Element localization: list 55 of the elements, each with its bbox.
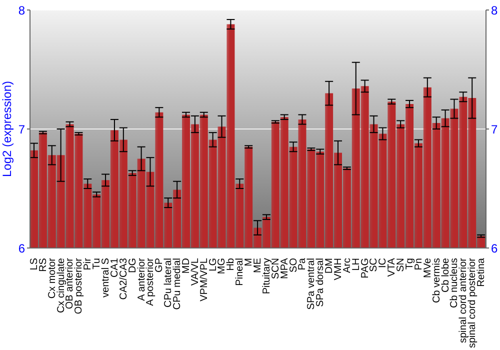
x-tick-label: A anterior — [136, 257, 148, 301]
x-tick-label: spinal cord anterior — [458, 257, 470, 344]
x-tick-label: LS — [28, 258, 40, 270]
x-tick-label: CPu medial — [172, 258, 184, 310]
x-tick-label: Tg — [404, 258, 416, 270]
x-tick-label: CA1 — [109, 258, 120, 278]
x-tick-label: Cx motor — [46, 257, 58, 299]
y-tick-label: 7 — [18, 122, 26, 136]
x-tick-label: VA/VL — [190, 258, 201, 286]
x-tick-label: LH — [350, 258, 362, 271]
x-tick-label: Retina — [476, 258, 488, 287]
x-tick-label: Cb nucleus — [449, 258, 460, 308]
x-tick-label: VTA — [386, 258, 398, 277]
x-tick-label: SO — [288, 258, 300, 272]
x-tick-label: LG — [208, 258, 219, 272]
x-tick-label: Pa — [297, 258, 308, 270]
x-tick-label: Pn — [413, 258, 424, 270]
x-tick-label: Pir — [82, 257, 94, 270]
x-tick-label: Pineal — [234, 258, 246, 286]
y-tick-label: 6 — [18, 241, 26, 256]
x-tick-label: OB anterior — [64, 257, 76, 310]
x-tick-label: Tu — [92, 258, 103, 270]
x-tick-label: SPa dorsal — [315, 258, 326, 307]
x-tick-label: MPA — [279, 258, 290, 279]
x-tick-label: VPM/VPL — [198, 258, 210, 302]
x-tick-label: MVe — [422, 258, 434, 278]
x-tick-label: SN — [396, 258, 407, 272]
x-tick-label: OB posterior — [74, 257, 85, 314]
x-tick-label: IC — [378, 258, 389, 268]
x-tick-label: PAG — [360, 258, 371, 278]
x-tick-label: Hb — [226, 258, 237, 271]
x-tick-label: ventral S — [100, 258, 112, 298]
y2-tick-label: 7 — [491, 122, 498, 136]
x-tick-label: DM — [324, 258, 336, 274]
x-tick-label: A posterior — [145, 257, 156, 306]
x-tick-label: CA2/CA3 — [118, 258, 130, 300]
x-tick-label: DG — [127, 258, 138, 273]
x-tick-label: M — [244, 258, 255, 266]
x-tick-label: VMH — [332, 258, 344, 280]
x-tick-label: Arc — [342, 258, 353, 273]
x-tick-label: SCN — [270, 258, 282, 280]
x-tick-label: Cb vermis — [431, 258, 442, 304]
x-tick-label: Pituitary — [261, 258, 272, 294]
x-tick-label: MD — [180, 258, 192, 274]
x-tick-label: SC — [368, 258, 380, 272]
y-tick-label: 8 — [18, 3, 26, 18]
x-tick-label: ME — [252, 258, 264, 273]
y-axis-title: Log2 (expression) — [0, 80, 14, 178]
x-tick-label: spinal cord posterior — [467, 257, 478, 348]
y2-tick-label: 8 — [491, 3, 498, 18]
x-tick-label: RS — [38, 258, 49, 272]
x-tick-label: GP — [154, 258, 166, 272]
x-tick-label: Cb lobe — [440, 258, 452, 292]
x-tick-label: Cx cingulate — [56, 258, 67, 314]
y2-tick-label: 6 — [491, 241, 498, 256]
